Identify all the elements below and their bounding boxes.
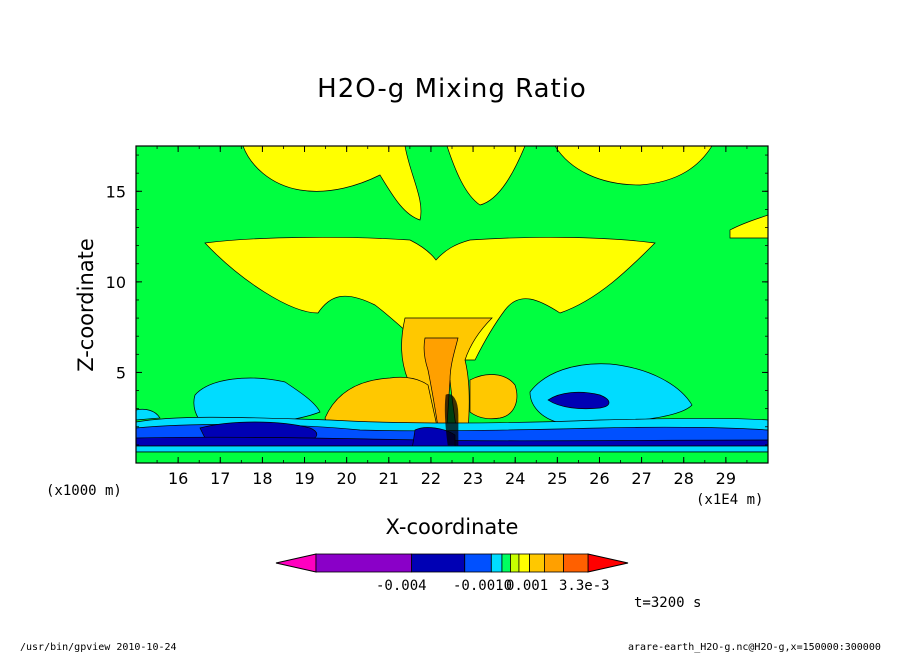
dark-core: [444, 394, 459, 446]
colorbar-segment: [464, 553, 492, 573]
y-tick-label: 5: [116, 363, 126, 382]
x-tick-label: 18: [252, 469, 272, 488]
colorbar-segment: [529, 553, 545, 573]
x-tick-label: 29: [716, 469, 736, 488]
upper-yellow-edge: [729, 214, 768, 239]
x-tick-label: 20: [336, 469, 356, 488]
x-tick-label: 26: [589, 469, 609, 488]
cyan-right: [529, 363, 693, 424]
colorbar-segment: [490, 553, 503, 573]
time-label: t=3200 s: [634, 595, 702, 611]
y-tick-label: 15: [106, 182, 126, 201]
colorbar-segment: [411, 553, 466, 573]
x-tick-label: 22: [421, 469, 441, 488]
colorbar-segment: [501, 553, 511, 573]
footer-right: arare-earth_H2O-g.nc@H2O-g,x=150000:3000…: [628, 642, 881, 653]
x-scale-note: (x1E4 m): [696, 492, 764, 508]
x-tick-label: 21: [379, 469, 399, 488]
colorbar-label-3: 0.001: [506, 578, 549, 594]
colorbar-segment: [563, 553, 589, 573]
tower-core: [423, 337, 459, 441]
colorbar-segment: [544, 553, 564, 573]
colorbar-label-1: -0.004: [376, 578, 427, 594]
footer-left: /usr/bin/gpview 2010-10-24: [20, 642, 177, 653]
chart-title: H2O-g Mixing Ratio: [317, 74, 587, 104]
x-axis-label: X-coordinate: [385, 515, 519, 539]
colorbar-high-arrow: [587, 553, 629, 573]
colorbar-segment: [510, 553, 520, 573]
green-bottom: [136, 451, 768, 463]
colorbar-segment: [315, 553, 413, 573]
x-tick-label: 27: [631, 469, 651, 488]
y-axis-label: Z-coordinate: [74, 238, 98, 372]
cyan-thin: [136, 445, 768, 453]
upper-yellow-right: [554, 146, 713, 186]
cyan-edge: [136, 408, 161, 421]
navy-right: [547, 391, 610, 410]
colorbar-label-4: 3.3e-3: [559, 578, 610, 594]
x-tick-label: 24: [505, 469, 525, 488]
colorbar-label-2: -0.0010: [453, 578, 513, 594]
x-tick-label: 25: [547, 469, 567, 488]
x-tick-label: 17: [210, 469, 230, 488]
x-tick-label: 23: [463, 469, 483, 488]
contour-fill-group: [136, 146, 768, 463]
y-scale-note: (x1000 m): [46, 483, 122, 499]
x-tick-label: 19: [294, 469, 314, 488]
y-tick-label: 10: [106, 273, 126, 292]
x-tick-label: 28: [674, 469, 694, 488]
colorbar-segment: [518, 553, 530, 573]
anvil-yellow: [204, 236, 656, 361]
upper-yellow-mid: [446, 146, 526, 206]
x-tick-label: 16: [168, 469, 188, 488]
lower-orange-right: [469, 374, 518, 420]
colorbar-low-arrow: [275, 553, 317, 573]
upper-yellow-left: [242, 146, 422, 221]
